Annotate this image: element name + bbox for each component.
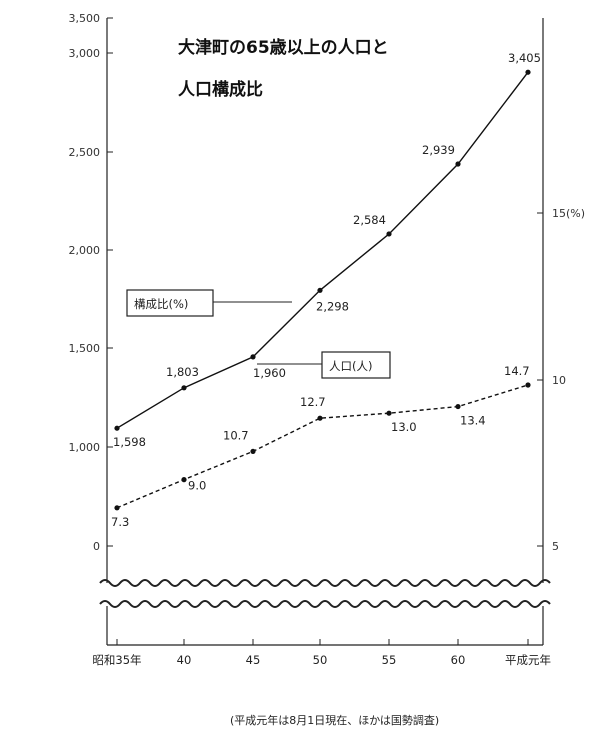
left-tick-label: 3,500 — [69, 12, 101, 25]
x-tick-label: 60 — [451, 653, 466, 667]
chart-title-line-2: 人口構成比 — [178, 79, 263, 100]
ratio-callout: 構成比(%) — [126, 289, 292, 317]
ratio-data-label: 14.7 — [504, 364, 530, 378]
population-point — [181, 385, 187, 391]
right-tick-label: 15(%) — [552, 207, 585, 220]
ratio-point — [525, 382, 531, 388]
ratio-data-label: 10.7 — [223, 428, 249, 442]
ratio-data-label: 13.4 — [460, 414, 486, 428]
population-point — [386, 231, 392, 237]
population-point — [250, 354, 256, 360]
ratio-data-label: 13.0 — [391, 420, 417, 434]
ratio-point — [181, 477, 187, 483]
ratio-point — [317, 415, 323, 421]
right-tick-label: 5 — [552, 540, 559, 553]
population-callout: 人口(人) — [257, 351, 391, 379]
right-axis-ticks: 15(%) 10 5 — [537, 207, 585, 553]
x-tick-label: 50 — [313, 653, 328, 667]
x-tick-label: 45 — [246, 653, 261, 667]
right-tick-label: 10 — [552, 374, 566, 387]
ratio-data-label: 7.3 — [111, 515, 129, 529]
left-tick-label: 2,500 — [69, 146, 101, 159]
x-tick-label: 55 — [382, 653, 397, 667]
x-axis-ticks: 昭和35年 40 45 50 55 60 平成元年 — [92, 639, 551, 667]
data-labels: 1,598 1,803 1,960 2,298 2,584 2,939 3,405 7.3 9.… — [111, 51, 541, 529]
x-tick-label: 平成元年 — [505, 653, 551, 667]
ratio-point — [455, 403, 461, 410]
axis-break-lower — [99, 600, 551, 608]
left-tick-label: 1,000 — [69, 441, 101, 454]
ratio-point — [114, 505, 120, 511]
population-data-label: 3,405 — [508, 51, 541, 65]
ratio-data-label: 9.0 — [188, 479, 206, 493]
population-point — [317, 287, 323, 293]
population-point — [455, 161, 461, 167]
population-data-label: 1,803 — [166, 365, 199, 379]
left-tick-label: 3,000 — [69, 47, 101, 60]
population-data-label: 1,598 — [113, 435, 146, 449]
left-axis-ticks: 3,500 3,000 2,500 2,000 1,500 1,000 0 — [69, 12, 113, 553]
x-tick-label: 昭和35年 — [92, 653, 141, 667]
population-point — [525, 69, 531, 75]
footnote: (平成元年は8月1日現在、ほかは国勢調査) — [230, 713, 439, 727]
chart-title-line-1: 大津町の65歳以上の人口と — [178, 37, 389, 58]
left-tick-label: 2,000 — [69, 244, 101, 257]
population-data-label: 2,298 — [316, 299, 349, 313]
population-data-label: 2,584 — [353, 213, 386, 227]
left-tick-label: 1,500 — [69, 342, 101, 355]
population-data-label: 2,939 — [422, 143, 455, 157]
ratio-point — [386, 410, 392, 416]
left-tick-label: 0 — [93, 540, 100, 553]
population-callout-label: 人口(人) — [329, 359, 372, 373]
ratio-data-label: 12.7 — [300, 395, 326, 409]
ratio-point — [250, 448, 256, 454]
population-point — [114, 425, 120, 431]
series-points — [114, 69, 531, 511]
axis-break-upper — [99, 579, 551, 587]
population-data-label: 1,960 — [253, 366, 286, 380]
x-tick-label: 40 — [177, 653, 192, 667]
ratio-callout-label: 構成比(%) — [134, 297, 188, 311]
